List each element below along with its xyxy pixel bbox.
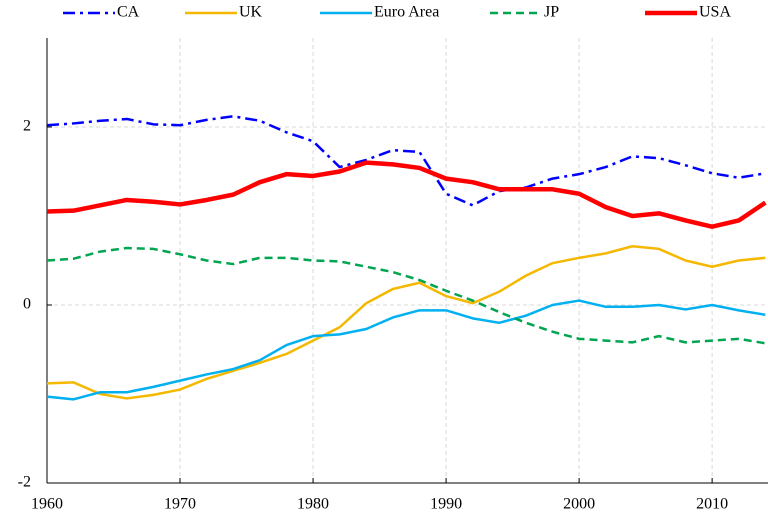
line-series <box>46 245 766 400</box>
line-series <box>46 246 766 345</box>
x-tick-label: 1970 <box>164 496 196 513</box>
x-tick-label: 1960 <box>31 496 63 513</box>
y-tick-label: 2 <box>23 118 31 135</box>
x-tick-label: 2000 <box>563 496 595 513</box>
line-series <box>46 115 766 207</box>
legend-label: Euro Area <box>374 4 439 21</box>
y-tick-label: 0 <box>23 296 31 313</box>
legend-label: CA <box>117 4 140 21</box>
line-series <box>46 160 767 229</box>
legend-label: USA <box>699 4 731 21</box>
legend-label: UK <box>239 4 263 21</box>
y-tick-label: -2 <box>18 474 31 491</box>
x-tick-label: 2010 <box>696 496 728 513</box>
x-tick-label: 1990 <box>430 496 462 513</box>
x-tick-label: 1980 <box>297 496 329 513</box>
legend-label: JP <box>544 4 559 21</box>
line-series <box>46 299 766 401</box>
